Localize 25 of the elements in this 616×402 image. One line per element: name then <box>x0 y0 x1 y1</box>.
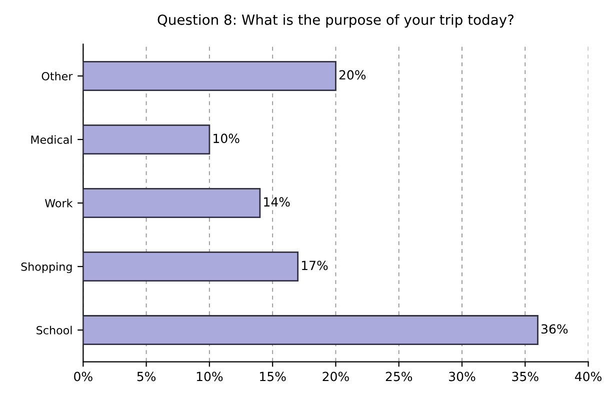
bar <box>83 124 210 154</box>
x-tick-label: 30% <box>449 372 476 382</box>
data-label: 20% <box>339 70 366 80</box>
data-label: 14% <box>264 197 290 207</box>
x-tick-label: 15% <box>260 372 286 382</box>
bar <box>83 315 538 346</box>
y-tick-label: Medical <box>31 135 72 144</box>
y-tick-label: Other <box>42 72 73 80</box>
y-tick-label: Shopping <box>21 262 72 274</box>
bar <box>83 60 336 91</box>
x-tick-label: 35% <box>512 372 538 382</box>
x-tick-label: 40% <box>575 372 602 382</box>
x-tick-label: 20% <box>322 372 349 382</box>
bar <box>83 252 299 282</box>
y-tick-label: Work <box>44 198 73 208</box>
x-tick-label: 25% <box>386 372 412 382</box>
bar <box>83 188 261 218</box>
x-tick-label: 0% <box>74 372 92 382</box>
data-label: 10% <box>214 134 240 144</box>
y-tick-label: School <box>36 326 72 334</box>
x-tick-label: 10% <box>196 372 223 382</box>
x-tick-label: 5% <box>137 372 156 382</box>
chart-title: Question 8: What is the purpose of your trip today? <box>158 14 514 28</box>
data-label: 36% <box>542 324 568 334</box>
data-label: 17% <box>302 260 328 270</box>
